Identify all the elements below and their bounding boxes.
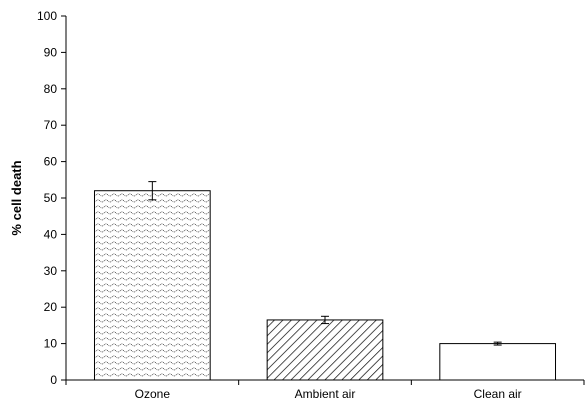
y-tick-label: 70 bbox=[44, 118, 58, 132]
y-tick-label: 20 bbox=[44, 300, 58, 314]
y-tick-label: 50 bbox=[44, 191, 58, 205]
y-axis-title: % cell death bbox=[9, 160, 24, 235]
y-tick-label: 90 bbox=[44, 45, 58, 59]
x-tick-label: Clean air bbox=[474, 387, 522, 401]
y-tick-label: 40 bbox=[44, 227, 58, 241]
y-tick-label: 60 bbox=[44, 155, 58, 169]
y-axis: 0 10 20 30 40 50 60 70 80 90 100 bbox=[37, 9, 66, 387]
bar-ambient-air bbox=[267, 320, 383, 380]
x-tick-label: Ambient air bbox=[295, 387, 356, 401]
x-axis: Ozone Ambient air Clean air bbox=[66, 380, 584, 401]
bars bbox=[94, 182, 555, 380]
bar-ozone bbox=[94, 191, 210, 380]
y-tick-label: 0 bbox=[50, 373, 57, 387]
y-tick-label: 30 bbox=[44, 264, 58, 278]
bar-clean-air bbox=[440, 344, 556, 380]
y-tick-label: 80 bbox=[44, 82, 58, 96]
y-tick-label: 10 bbox=[44, 337, 58, 351]
x-tick-label: Ozone bbox=[135, 387, 171, 401]
y-tick-label: 100 bbox=[37, 9, 57, 23]
